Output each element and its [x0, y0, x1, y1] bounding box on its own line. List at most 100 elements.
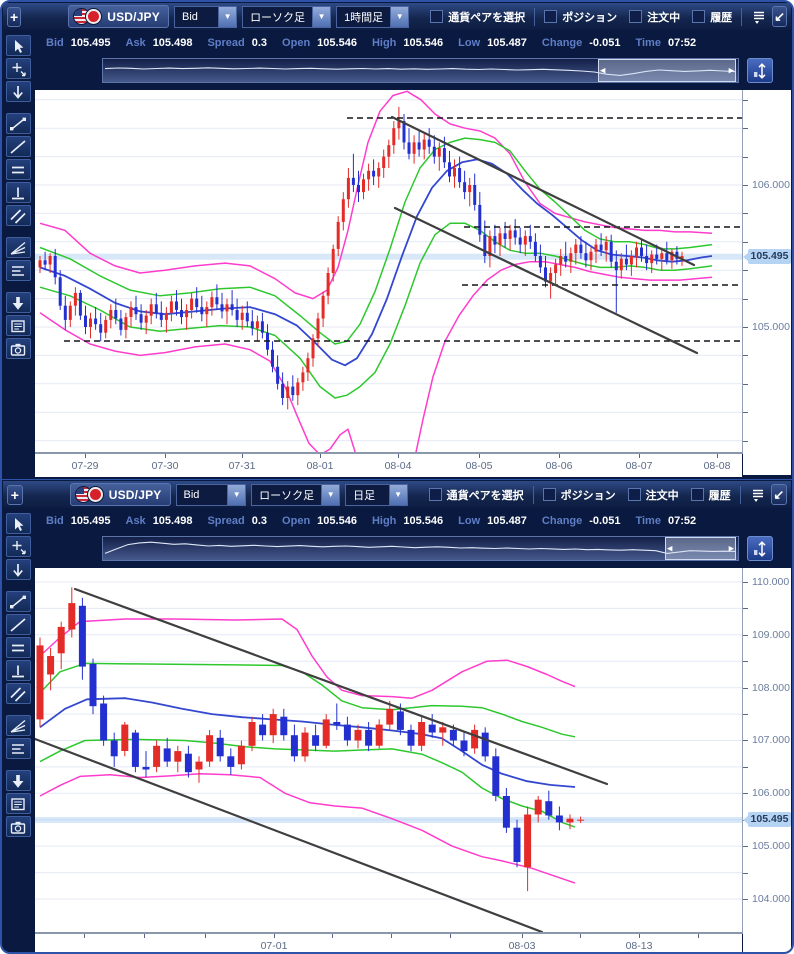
price-chart[interactable]: [33, 568, 743, 934]
price-type-value: Bid: [183, 488, 200, 501]
y-axis-label: 109.000: [752, 629, 790, 641]
timeframe-select[interactable]: 日足 ▼: [345, 483, 408, 506]
pair-select-toggle[interactable]: 通貨ペアを選択: [428, 487, 524, 503]
price-type-select[interactable]: Bid ▼: [175, 483, 247, 506]
axis-tick: [205, 934, 206, 938]
toggle-position[interactable]: ポジション: [542, 487, 616, 503]
chart-type-select[interactable]: ローソク足 ▼: [251, 483, 341, 506]
quote-info-bar: Bid 105.495 Ask 105.498 Spread 0.3 Open 105.546…: [46, 32, 788, 54]
quote-value: 105.546: [317, 515, 357, 527]
pointer-tool-icon[interactable]: [5, 35, 31, 56]
vertical-line-tool-icon[interactable]: [5, 660, 31, 681]
dock-window-button[interactable]: ↙: [770, 484, 787, 505]
currency-pair-chip[interactable]: USD/JPY: [69, 483, 171, 506]
time-axis: 07-01 08-03 08-13: [35, 934, 742, 952]
y-axis-label: 107.000: [752, 734, 790, 746]
navigator-selection[interactable]: ◀ ▶: [665, 537, 736, 560]
checkbox-icon: [430, 10, 444, 23]
checkbox-icon: [692, 10, 706, 23]
range-zoom-button[interactable]: [747, 536, 773, 561]
ray-line-tool-icon[interactable]: [5, 614, 31, 635]
toggle-history[interactable]: 履歴: [690, 487, 731, 503]
camera-tool-icon[interactable]: [5, 816, 31, 837]
chart-navigator[interactable]: ◀ ▶: [102, 58, 739, 83]
nav-next-icon[interactable]: ▶: [728, 66, 734, 74]
toolbar-divider: [532, 485, 534, 504]
fibonacci-tool-icon[interactable]: [5, 260, 31, 281]
timeframe-select[interactable]: 1時間足 ▼: [336, 5, 410, 28]
chart-type-value: ローソク足: [259, 489, 315, 502]
pair-select-toggle[interactable]: 通貨ペアを選択: [430, 9, 525, 25]
toggle-label: 注文中: [647, 11, 681, 24]
camera-tool-icon[interactable]: [5, 338, 31, 359]
pointer-tool-icon[interactable]: [5, 513, 31, 534]
quote-value: 105.498: [152, 515, 193, 527]
navigator-row: ◀ ▶: [2, 54, 792, 87]
toggle-orders[interactable]: 注文中: [629, 9, 680, 25]
axis-tick: [743, 384, 748, 385]
chart-list-icon[interactable]: [750, 485, 766, 505]
parallel-lines-tool-icon[interactable]: [5, 205, 31, 226]
quote-field-low: Low 105.487: [458, 515, 527, 527]
price-chart[interactable]: [35, 90, 743, 479]
toggle-orders[interactable]: 注文中: [627, 487, 679, 503]
chart-type-select[interactable]: ローソク足 ▼: [242, 5, 332, 28]
note-tool-icon[interactable]: [5, 315, 31, 336]
ray-line-tool-icon[interactable]: [5, 136, 31, 157]
current-price-tag: 105.495: [743, 812, 791, 827]
quote-value: -0.051: [589, 37, 621, 49]
nav-prev-icon[interactable]: ◀: [600, 66, 606, 74]
axis-tick: [743, 582, 748, 583]
chart-list-icon[interactable]: [751, 7, 767, 27]
horizontal-lines-tool-icon[interactable]: [5, 159, 31, 180]
toggle-label: 履歴: [708, 489, 731, 502]
fibonacci-tool-icon[interactable]: [5, 738, 31, 759]
trendline-tool-icon[interactable]: [5, 591, 31, 612]
y-axis-label: 105.000: [752, 840, 790, 852]
fan-lines-tool-icon[interactable]: [5, 237, 31, 258]
timeframe-value: 1時間足: [344, 11, 384, 24]
nav-next-icon[interactable]: ▶: [728, 544, 734, 552]
parallel-lines-tool-icon[interactable]: [5, 683, 31, 704]
axis-tick: [743, 242, 748, 243]
arrow-down-tool-icon[interactable]: [5, 770, 31, 791]
current-price-tag: 105.495: [743, 249, 791, 264]
quote-value: -0.051: [589, 515, 621, 527]
chevron-down-icon: ▼: [227, 484, 246, 505]
toggle-history[interactable]: 履歴: [692, 9, 732, 25]
toggle-position[interactable]: ポジション: [544, 9, 617, 25]
trendline-tool-icon[interactable]: [5, 113, 31, 134]
arrow-down-tool-icon[interactable]: [5, 292, 31, 313]
horizontal-lines-tool-icon[interactable]: [5, 637, 31, 658]
quote-value: 07:52: [667, 515, 697, 527]
pan-tool-icon[interactable]: [5, 81, 31, 102]
axis-tick: [242, 454, 243, 458]
navigator-selection[interactable]: ◀ ▶: [598, 59, 736, 82]
vertical-line-tool-icon[interactable]: [5, 182, 31, 203]
navigator-sparkline: [104, 541, 737, 554]
note-tool-icon[interactable]: [5, 793, 31, 814]
crosshair-tool-icon[interactable]: [5, 58, 31, 79]
price-type-select[interactable]: Bid ▼: [173, 5, 238, 28]
crosshair-tool-icon[interactable]: [5, 536, 31, 557]
chart-navigator[interactable]: ◀ ▶: [102, 536, 739, 561]
quote-field-ask: Ask 105.498: [126, 515, 193, 527]
pan-tool-icon[interactable]: [5, 559, 31, 580]
nav-prev-icon[interactable]: ◀: [667, 544, 673, 552]
x-axis-label: 08-04: [384, 460, 412, 472]
checkbox-icon: [544, 10, 558, 23]
quote-label: Change: [541, 515, 583, 527]
quote-label: Bid: [46, 37, 64, 49]
toggle-label: ポジション: [560, 489, 616, 502]
add-chart-button[interactable]: +: [7, 6, 22, 27]
axis-tick: [743, 327, 748, 328]
currency-pair-chip[interactable]: USD/JPY: [68, 5, 169, 28]
range-zoom-button[interactable]: [747, 58, 773, 83]
quote-value: 0.3: [251, 37, 268, 49]
quote-label: Time: [635, 515, 661, 527]
axis-tick: [479, 454, 480, 458]
y-axis-label: 104.000: [752, 893, 790, 905]
dock-window-button[interactable]: ↙: [772, 6, 788, 27]
fan-lines-tool-icon[interactable]: [5, 715, 31, 736]
add-chart-button[interactable]: +: [7, 484, 23, 505]
